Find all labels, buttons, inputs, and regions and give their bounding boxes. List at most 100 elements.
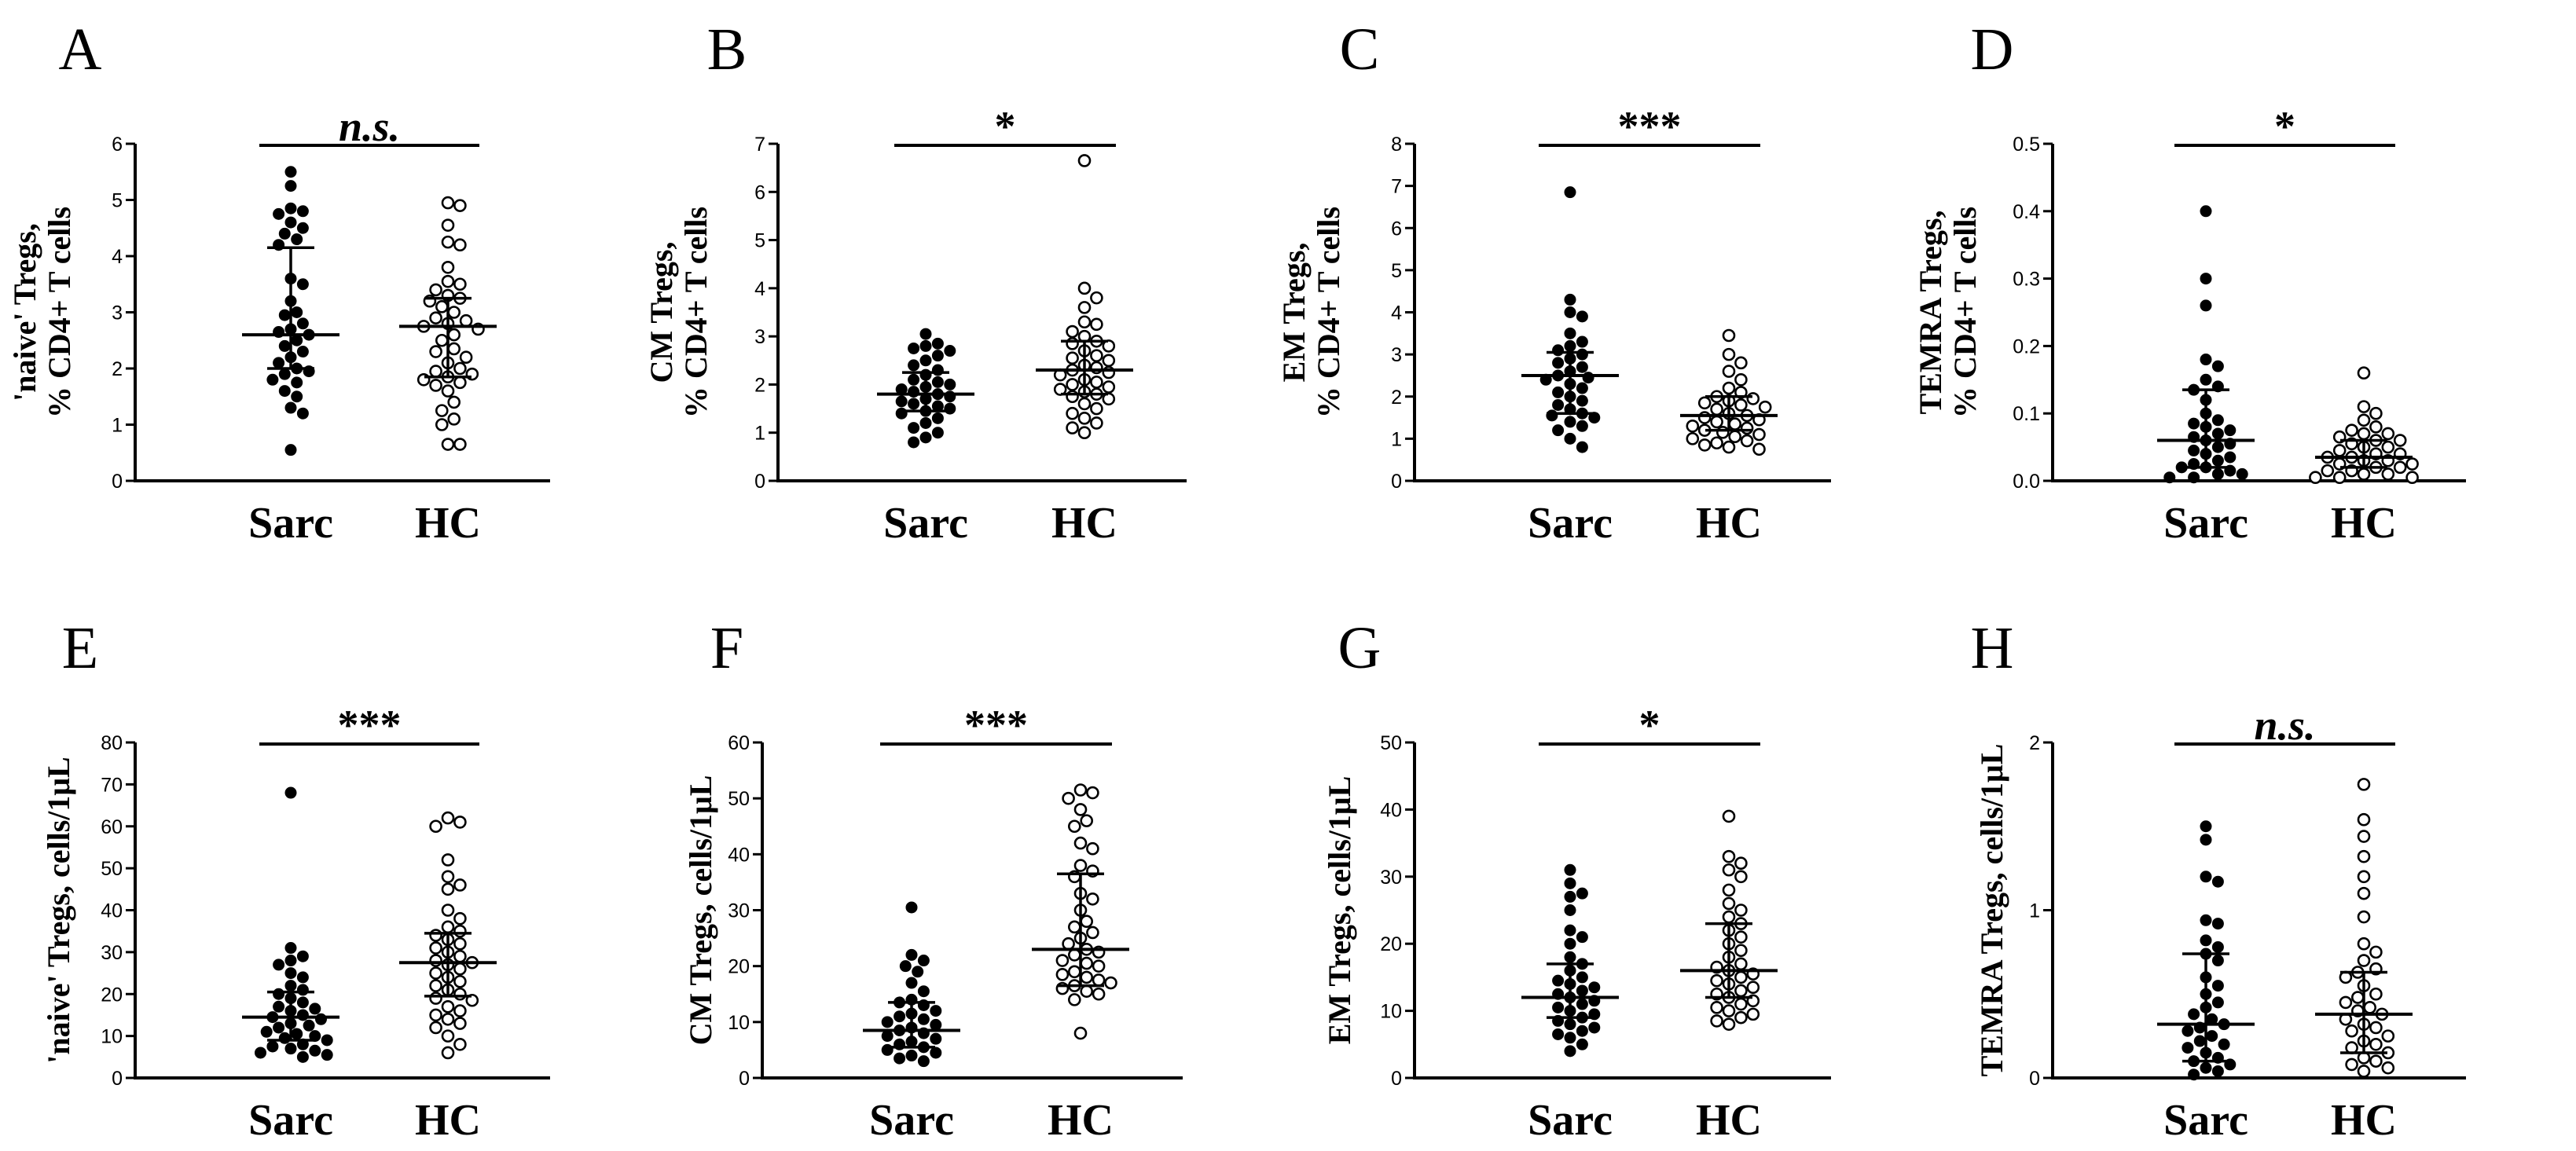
data-point	[2188, 1008, 2200, 1021]
panel-letter: G	[1338, 615, 1382, 681]
data-point	[2357, 467, 2371, 481]
data-point	[931, 427, 944, 439]
y-tick-label: 7	[754, 134, 765, 156]
data-point	[447, 328, 461, 342]
y-tick-label: 40	[1380, 799, 1402, 821]
data-point	[441, 1012, 455, 1026]
data-point	[453, 937, 467, 951]
y-tick-label: 4	[112, 246, 123, 268]
data-point	[1068, 948, 1081, 962]
data-point	[1722, 381, 1736, 395]
data-point	[1722, 896, 1736, 911]
data-point	[1055, 968, 1070, 981]
data-point	[1077, 412, 1092, 425]
data-point	[441, 853, 455, 867]
x-category-label: HC	[2331, 499, 2397, 548]
data-point	[2211, 360, 2224, 372]
data-point	[1073, 836, 1088, 850]
data-point	[2309, 471, 2322, 485]
data-point	[2357, 1065, 2371, 1078]
data-point	[1576, 984, 1588, 997]
data-point	[1073, 859, 1088, 872]
data-point	[429, 966, 442, 980]
data-point	[2182, 1025, 2194, 1037]
data-point	[441, 260, 455, 274]
data-point	[895, 395, 908, 408]
y-tick-label: 8	[1391, 134, 1402, 156]
data-point	[1068, 819, 1081, 834]
data-point	[1722, 883, 1736, 897]
data-point	[1552, 357, 1565, 369]
data-point	[435, 333, 449, 347]
data-point	[447, 412, 461, 426]
significance-label: ***	[1618, 103, 1682, 150]
data-point	[1080, 915, 1093, 929]
data-point	[1576, 971, 1588, 984]
data-point	[1066, 337, 1079, 350]
data-point	[2200, 834, 2212, 846]
panel-h: H 0 1 2 TEMRA Tregs, cells/1μL Sarc HC n.s.	[1971, 615, 2466, 1145]
data-point	[273, 988, 285, 1000]
x-category-label: HC	[1696, 1096, 1762, 1145]
data-point	[1576, 420, 1588, 432]
data-point	[919, 339, 932, 352]
data-point	[435, 300, 449, 313]
data-point	[919, 416, 932, 429]
data-point	[2211, 996, 2224, 1009]
data-point	[429, 379, 442, 392]
data-point	[1090, 376, 1103, 389]
data-point	[931, 376, 944, 388]
data-point	[1576, 931, 1588, 944]
data-point	[2345, 1058, 2358, 1072]
data-point	[429, 954, 442, 967]
data-point	[284, 202, 297, 214]
data-point	[284, 980, 297, 992]
data-point	[1564, 186, 1576, 199]
y-axis-label: CM Tregs,	[644, 242, 679, 383]
data-point	[894, 1052, 906, 1065]
data-point	[278, 309, 291, 321]
data-point	[895, 407, 908, 420]
y-axis-label: % CD4+ T cells	[678, 207, 714, 418]
data-point	[2369, 1054, 2383, 1068]
data-point	[2188, 417, 2200, 430]
data-point	[1734, 904, 1748, 917]
y-tick-label: 2	[1391, 387, 1402, 409]
data-point	[429, 345, 442, 358]
data-point	[2211, 875, 2224, 888]
y-tick-label: 0.4	[2013, 201, 2040, 223]
data-point	[453, 1004, 467, 1017]
data-point	[453, 361, 467, 376]
data-point	[447, 342, 461, 356]
significance-label: n.s.	[339, 103, 400, 150]
data-point	[1734, 944, 1748, 958]
data-point	[1710, 1014, 1723, 1028]
data-point	[1564, 339, 1576, 352]
data-point	[1576, 1038, 1588, 1050]
data-point	[1062, 937, 1075, 951]
data-point	[2381, 440, 2395, 454]
y-tick-label: 0.2	[2013, 335, 2040, 357]
data-point	[1564, 951, 1576, 963]
data-point	[1752, 442, 1766, 456]
data-point	[273, 959, 285, 971]
data-point	[2200, 934, 2212, 947]
y-tick-label: 20	[1380, 933, 1402, 955]
data-point	[453, 438, 467, 451]
data-point	[1077, 281, 1092, 295]
data-point	[441, 196, 455, 210]
data-point	[429, 1021, 442, 1035]
data-point	[2200, 299, 2212, 312]
significance-label: *	[1639, 702, 1660, 749]
data-point	[908, 436, 920, 449]
data-point	[2211, 427, 2224, 440]
data-point	[429, 311, 442, 324]
data-point	[905, 948, 918, 961]
data-point	[1576, 361, 1588, 373]
data-point	[309, 1030, 321, 1043]
data-point	[441, 438, 455, 451]
data-point	[1722, 863, 1736, 877]
data-point	[1734, 398, 1748, 412]
y-tick-label: 50	[101, 858, 123, 880]
data-point	[2369, 1021, 2383, 1035]
